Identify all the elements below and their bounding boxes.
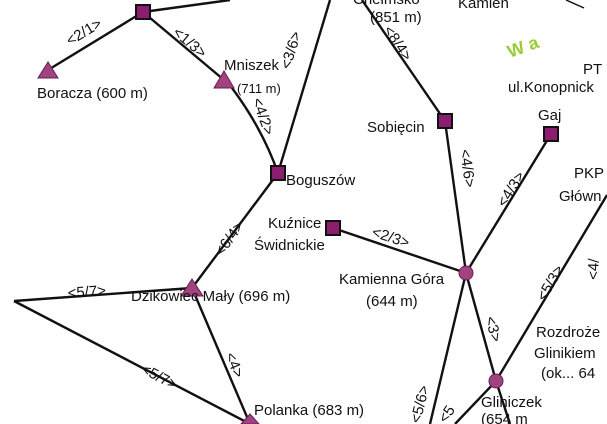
segment-4-3-label: <4/3> — [494, 168, 529, 210]
segment-5-cut-label: <5 — [435, 403, 459, 424]
segment-5-7-bottom-label: <5/7> — [138, 361, 180, 394]
kuznice-label-2[interactable]: Świdnickie — [254, 236, 325, 254]
segment-2-1-label: <2/1> — [63, 15, 105, 49]
dzikowiec-label[interactable]: Dzikowiec Mały (696 m) — [131, 288, 290, 305]
w-a-green-label: W a — [505, 32, 543, 62]
boguszow-label[interactable]: Boguszów — [286, 172, 355, 189]
place-labels: Chełmsko (851 m) Kamień W a PT ul.Konopn… — [37, 0, 604, 424]
trail-line — [13, 286, 193, 303]
segment-4-label: <4> — [221, 350, 247, 381]
junction-square-icon[interactable] — [135, 4, 151, 20]
polanka-peak-icon[interactable] — [240, 413, 260, 424]
gliniczek-label[interactable]: Gliniczek — [481, 394, 542, 411]
trail-line — [443, 120, 468, 274]
trail-line — [191, 172, 279, 289]
polanka-label[interactable]: Polanka (683 m) — [254, 402, 364, 419]
gliniczek-circle-icon[interactable] — [488, 373, 504, 389]
segment-1-3-label: <1/3> — [169, 24, 210, 62]
trail-lines — [13, 0, 607, 424]
gaj-label[interactable]: Gaj — [538, 107, 561, 124]
kamienna-gora-label[interactable]: Kamienna Góra — [339, 271, 445, 288]
trail-line — [142, 11, 225, 81]
kamienna-gora-circle-icon[interactable] — [458, 265, 474, 281]
pkp-label-1: PKP — [574, 165, 604, 182]
dzikowiec-peak-icon[interactable] — [180, 278, 204, 297]
boracza-peak-icon[interactable] — [37, 61, 59, 79]
segment-5-3-label: <5/3> — [534, 262, 568, 304]
trail-line — [142, 0, 231, 14]
gaj-square-icon[interactable] — [543, 126, 559, 142]
trail-line — [231, 87, 280, 174]
segment-3-6-label: <3/6> — [278, 29, 306, 71]
sobiecin-label[interactable]: Sobięcin — [367, 119, 425, 136]
boguszow-square-icon[interactable] — [270, 165, 286, 181]
kuznice-square-icon[interactable] — [325, 220, 341, 236]
kamien-label: Kamień — [458, 0, 509, 12]
segment-4-6-label: <4/6> — [456, 148, 478, 189]
map-fragment-line — [565, 0, 585, 9]
top-cut-name: Chełmsko — [353, 0, 420, 8]
segment-5-7-top-label: <5/7> — [67, 282, 107, 302]
trail-line — [428, 272, 468, 424]
trail-line — [332, 226, 467, 275]
mniszek-label[interactable]: Mniszek — [224, 57, 280, 74]
pkp-label-2: Główn — [559, 188, 602, 205]
rozdroze-label-2[interactable]: Glinikiem — [534, 345, 596, 362]
trail-line — [494, 194, 607, 382]
map-nodes — [37, 0, 585, 424]
segment-4-cut-label: <4/ — [585, 257, 603, 280]
rozdroze-label-3: (ok... 64 — [541, 365, 595, 382]
segment-8-4-label: <8/4> — [380, 23, 416, 65]
mniszek-alt: (711 m) — [237, 81, 281, 96]
trail-line — [47, 10, 144, 72]
pt-label: PT — [583, 61, 602, 78]
trail-line — [494, 380, 512, 424]
segment-3-label: <3> — [481, 314, 505, 344]
trail-line — [464, 272, 498, 382]
sobiecin-square-icon[interactable] — [437, 113, 453, 129]
trail-line — [454, 380, 497, 424]
trail-line — [190, 287, 252, 424]
boracza-label[interactable]: Boracza (600 m) — [37, 85, 148, 102]
kuznice-label-1[interactable]: Kuźnice — [268, 215, 321, 232]
trail-line — [361, 0, 446, 122]
rozdroze-label-1[interactable]: Rozdroże — [536, 324, 600, 341]
kamienna-gora-alt: (644 m) — [366, 293, 418, 310]
segment-labels: <2/1> <1/3> <3/6> <8/4> <4/2> <4/6> <4/3… — [63, 15, 602, 424]
trail-line — [464, 133, 553, 274]
trail-line — [276, 0, 332, 174]
gliniczek-alt: (654 m — [481, 411, 528, 424]
top-cut-alt: (851 m) — [370, 9, 422, 26]
konopnicka-label: ul.Konopnick — [508, 79, 594, 96]
trail-line — [13, 299, 251, 424]
segment-5-6-label: <5/6> — [407, 383, 433, 424]
segment-6-4-label: <6/4> — [211, 218, 247, 259]
mniszek-peak-icon[interactable] — [213, 70, 235, 89]
